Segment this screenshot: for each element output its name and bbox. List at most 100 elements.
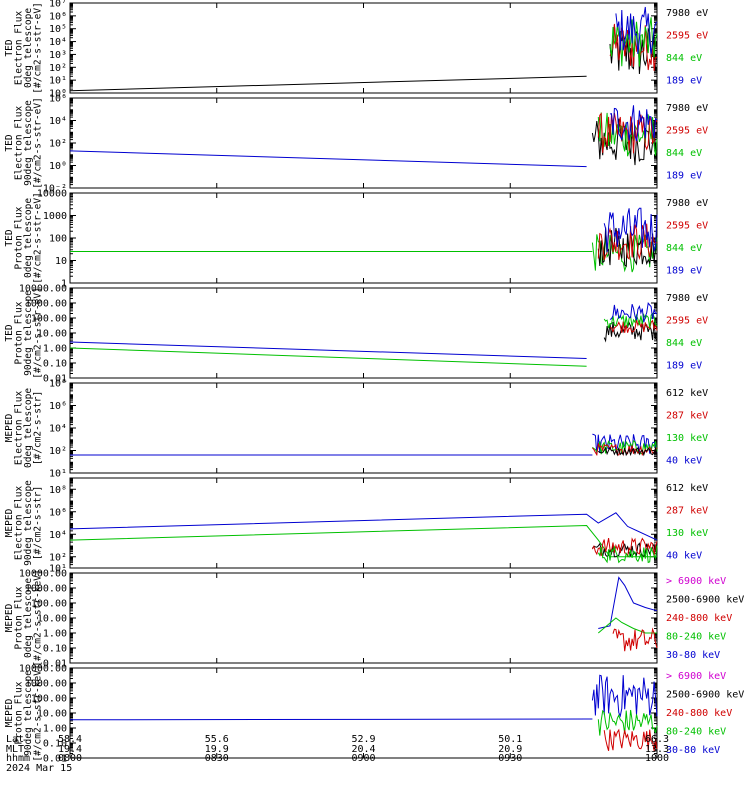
- y-tick-label: 100.00: [31, 694, 67, 705]
- y-axis-label-line: TED: [4, 134, 15, 151]
- legend-entry: 130 keV: [666, 433, 708, 444]
- y-tick-label: 10000.00: [19, 664, 67, 675]
- legend-entry: 2500-6900 keV: [666, 690, 744, 701]
- x-tick-label: 0800: [58, 753, 82, 764]
- series-line-5: [603, 207, 658, 253]
- panel-frame: [69, 477, 658, 569]
- y-tick-label: 10000.00: [19, 569, 67, 580]
- y-tick-label: 10000.00: [19, 284, 67, 295]
- series-line-3: [597, 709, 658, 736]
- y-tick-label: 0.01: [43, 374, 67, 385]
- y-axis-label-line: Electron Flux: [14, 11, 25, 86]
- panel-frame: [69, 572, 658, 664]
- x-tick-label: 0900: [351, 753, 375, 764]
- y-tick-label: 10⁻²: [43, 184, 67, 195]
- legend-entry: 2500-6900 keV: [666, 595, 744, 606]
- x-tick-label: 55.6: [205, 734, 229, 745]
- y-tick-label: 10⁷: [49, 0, 67, 10]
- y-tick-label: 10.00: [37, 329, 67, 340]
- legend-entry: 844 eV: [666, 338, 702, 349]
- panel-2: 10⁻² 10⁰ 10² 10⁴ 10⁶ TEDElectron Flux90deg te…: [4, 94, 708, 195]
- y-tick-label: 10³: [49, 50, 67, 61]
- y-axis-label-line: [#/cm2-s-str]: [33, 391, 44, 465]
- y-tick-label: 10000: [37, 189, 67, 200]
- y-tick-label: 10²: [49, 446, 67, 457]
- legend-entry: 189 eV: [666, 76, 702, 87]
- y-tick-label: 10¹: [49, 469, 67, 480]
- legend-entry: 80-240 keV: [666, 727, 726, 738]
- y-tick-label: 10⁴: [49, 116, 67, 127]
- y-axis-label-line: [#/cm2-s-str]: [33, 486, 44, 560]
- series-line-2: [592, 433, 658, 455]
- series-line-5: [597, 545, 658, 564]
- legend-entry: 240-800 keV: [666, 708, 732, 719]
- x-axis-row-label: Lat: [6, 734, 24, 745]
- y-tick-label: 10⁴: [49, 530, 67, 541]
- y-axis-label-line: Proton Flux: [14, 301, 25, 364]
- legend-entry: 189 eV: [666, 266, 702, 277]
- date-label: 2024 Mar 15: [6, 763, 72, 774]
- series-line-3: [609, 23, 658, 71]
- legend-entry: 7980 eV: [666, 103, 708, 114]
- y-axis-label-line: MEPED: [4, 603, 15, 632]
- panel-frame: [69, 2, 658, 94]
- y-axis-label-line: Proton Flux: [14, 206, 25, 269]
- y-axis-label-line: 90deg telescope: [23, 100, 34, 186]
- y-axis-label: TEDProton Flux0deg telescope[#/cm2-s-str…: [4, 192, 44, 284]
- y-tick-label: 100.00: [31, 314, 67, 325]
- y-tick-label: 0.01: [43, 659, 67, 670]
- series-line-2: [591, 674, 658, 718]
- series-line-1: [69, 718, 593, 721]
- x-tick-label: 58.4: [58, 734, 82, 745]
- series-line-2: [69, 524, 657, 558]
- y-tick-label: 1.00: [43, 629, 67, 640]
- y-axis-label-line: Proton Flux: [14, 681, 25, 744]
- y-axis-label-line: [#/cm2-s-str-eV]: [33, 2, 44, 94]
- y-tick-label: 100: [49, 234, 67, 245]
- x-tick-label: 20.9: [498, 744, 522, 755]
- y-tick-label: 0.01: [43, 754, 67, 765]
- y-tick-label: 0.10: [43, 359, 67, 370]
- panel-frame: [69, 382, 658, 474]
- y-tick-label: 10⁶: [49, 507, 67, 518]
- series-line-2: [69, 347, 587, 367]
- series-line-5: [597, 446, 658, 457]
- y-tick-label: 1000: [43, 211, 67, 222]
- y-tick-label: 10⁸: [49, 485, 67, 496]
- y-axis-label: TEDElectron Flux90deg telescope[#/cm2-s-…: [4, 97, 44, 189]
- panel-5: 10¹ 10² 10⁴ 10⁶ 10⁸ MEPEDElectron Flux0deg te…: [4, 379, 708, 480]
- panel-7: 0.010.101.0010.00100.001000.0010000.00ME…: [4, 569, 744, 670]
- legend-entry: 844 eV: [666, 53, 702, 64]
- y-axis-label-line: 0deg telescope: [23, 8, 34, 88]
- legend-entry: 189 eV: [666, 361, 702, 372]
- y-tick-label: 0.10: [43, 739, 67, 750]
- series-line-4: [597, 112, 658, 154]
- y-axis-label-line: [#/cm2-s-str-eV]: [33, 287, 44, 379]
- legend-entry: 2595 eV: [666, 316, 708, 327]
- series-line-3: [592, 439, 658, 455]
- series-line-3: [612, 627, 658, 652]
- y-tick-label: 1000.00: [25, 584, 67, 595]
- series-line-1: [598, 576, 658, 629]
- series-line-2: [591, 234, 658, 273]
- y-axis-label-line: Electron Flux: [14, 391, 25, 466]
- legend-entry: 287 keV: [666, 411, 708, 422]
- legend-entry: 2595 eV: [666, 126, 708, 137]
- y-axis-label-line: MEPED: [4, 508, 15, 537]
- legend-entry: 40 keV: [666, 456, 702, 467]
- y-tick-label: 10⁵: [49, 24, 67, 35]
- legend-entry: > 6900 keV: [666, 671, 726, 682]
- x-tick-label: 19.4: [58, 744, 82, 755]
- series-line-6: [609, 302, 658, 323]
- x-tick-label: 66.3: [645, 734, 669, 745]
- series-line-3: [603, 321, 658, 343]
- y-axis-label: MEPEDProton Flux90deg telescope[#/cm2-s-…: [4, 664, 44, 761]
- y-axis-label-line: TED: [4, 324, 15, 341]
- legend-entry: 240-800 keV: [666, 613, 732, 624]
- y-tick-label: 1: [61, 279, 67, 290]
- y-tick-label: 10²: [49, 139, 67, 150]
- legend-entry: 2595 eV: [666, 221, 708, 232]
